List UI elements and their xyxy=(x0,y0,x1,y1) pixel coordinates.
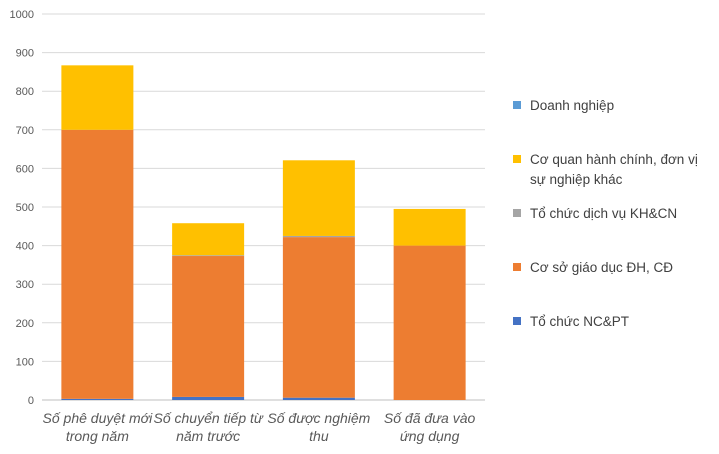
legend-swatch xyxy=(513,101,521,109)
y-tick-label: 700 xyxy=(16,125,34,137)
bar-segment xyxy=(61,65,134,130)
bar-segment xyxy=(172,256,245,397)
y-tick-label: 1000 xyxy=(10,9,34,21)
bar-segment xyxy=(282,235,355,238)
bar-segment xyxy=(282,237,355,398)
x-category-label: trong năm xyxy=(66,428,129,444)
legend-label: Cơ quan hành chính, đơn vị xyxy=(530,152,698,167)
bar-segment xyxy=(172,223,245,256)
x-category-label: Số chuyển tiếp từ xyxy=(153,410,263,426)
legend-swatch xyxy=(513,317,521,325)
x-category-label: Số đã đưa vào xyxy=(384,410,476,426)
x-category-label: Số phê duyệt mới xyxy=(43,410,154,426)
x-category-label: năm trước xyxy=(176,428,240,444)
legend-label: Tổ chức dịch vụ KH&CN xyxy=(530,206,677,221)
bar-segment xyxy=(172,396,245,400)
bar-segment xyxy=(393,208,466,246)
legend-label: sự nghiệp khác xyxy=(530,172,623,187)
y-tick-label: 600 xyxy=(16,163,34,175)
legend-swatch xyxy=(513,155,521,163)
legend-swatch xyxy=(513,263,521,271)
bar-segment xyxy=(172,255,245,257)
x-category-label: ứng dụng xyxy=(400,428,460,444)
y-tick-label: 400 xyxy=(16,241,34,253)
y-tick-label: 500 xyxy=(16,202,34,214)
y-tick-label: 800 xyxy=(16,86,34,98)
legend-label: Tổ chức NC&PT xyxy=(530,314,629,329)
x-category-label: Số được nghiệm xyxy=(267,410,370,426)
y-tick-label: 0 xyxy=(28,395,34,407)
legend-label: Cơ sở giáo dục ĐH, CĐ xyxy=(530,260,673,275)
y-tick-label: 900 xyxy=(16,48,34,60)
bar-segment xyxy=(282,160,355,236)
x-category-label: thu xyxy=(309,428,329,444)
legend-swatch xyxy=(513,209,521,217)
bar-segment xyxy=(393,245,466,400)
bar-segment xyxy=(61,398,134,400)
y-tick-label: 200 xyxy=(16,318,34,330)
y-tick-label: 300 xyxy=(16,279,34,291)
bar-segment xyxy=(282,397,355,400)
y-tick-label: 100 xyxy=(16,356,34,368)
bar-segment xyxy=(61,129,134,399)
legend-label: Doanh nghiệp xyxy=(530,98,614,113)
